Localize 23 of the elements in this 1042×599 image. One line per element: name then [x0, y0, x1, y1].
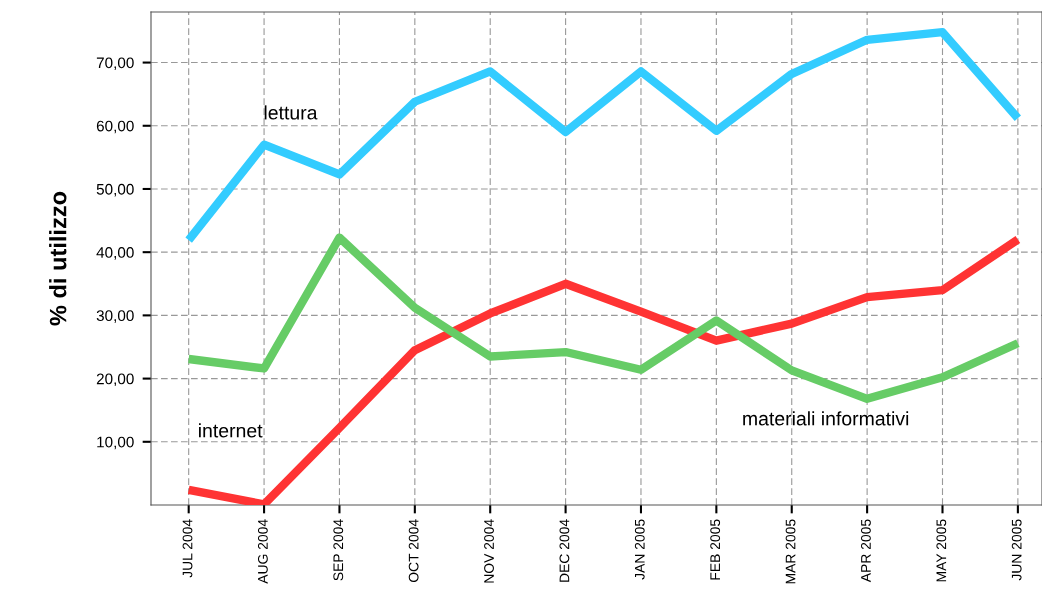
x-tick-label: FEB 2005 [710, 519, 721, 580]
x-tick-label: JUN 2005 [1011, 519, 1022, 581]
y-axis-title: % di utilizzo [49, 191, 67, 326]
y-tick-label: 50,00 [96, 183, 134, 197]
x-tick-label: DEC 2004 [559, 519, 570, 582]
y-tick-label: 60,00 [96, 120, 134, 134]
x-tick-label: SEP 2004 [333, 519, 344, 581]
x-tick-label: MAR 2005 [785, 519, 796, 584]
x-tick-label: MAY 2005 [936, 519, 947, 582]
x-tick-label: AUG 2004 [257, 519, 268, 584]
y-tick-label: 40,00 [96, 247, 134, 260]
y-tick-label: 70,00 [96, 57, 134, 71]
x-tick-label: JUL 2004 [182, 519, 193, 578]
series-label: lettura [264, 105, 318, 120]
x-tick-label: OCT 2004 [408, 519, 419, 583]
x-tick-label: APR 2005 [861, 519, 871, 583]
y-tick-label: 30,00 [96, 310, 134, 323]
y-tick-label: 20,00 [96, 373, 134, 387]
y-tick-label: 10,00 [97, 436, 134, 450]
x-tick-label: NOV 2004 [484, 519, 494, 583]
x-tick-label: JAN 2005 [634, 519, 645, 580]
series-label: materiali informativi [743, 411, 909, 426]
text: internet [199, 423, 263, 438]
